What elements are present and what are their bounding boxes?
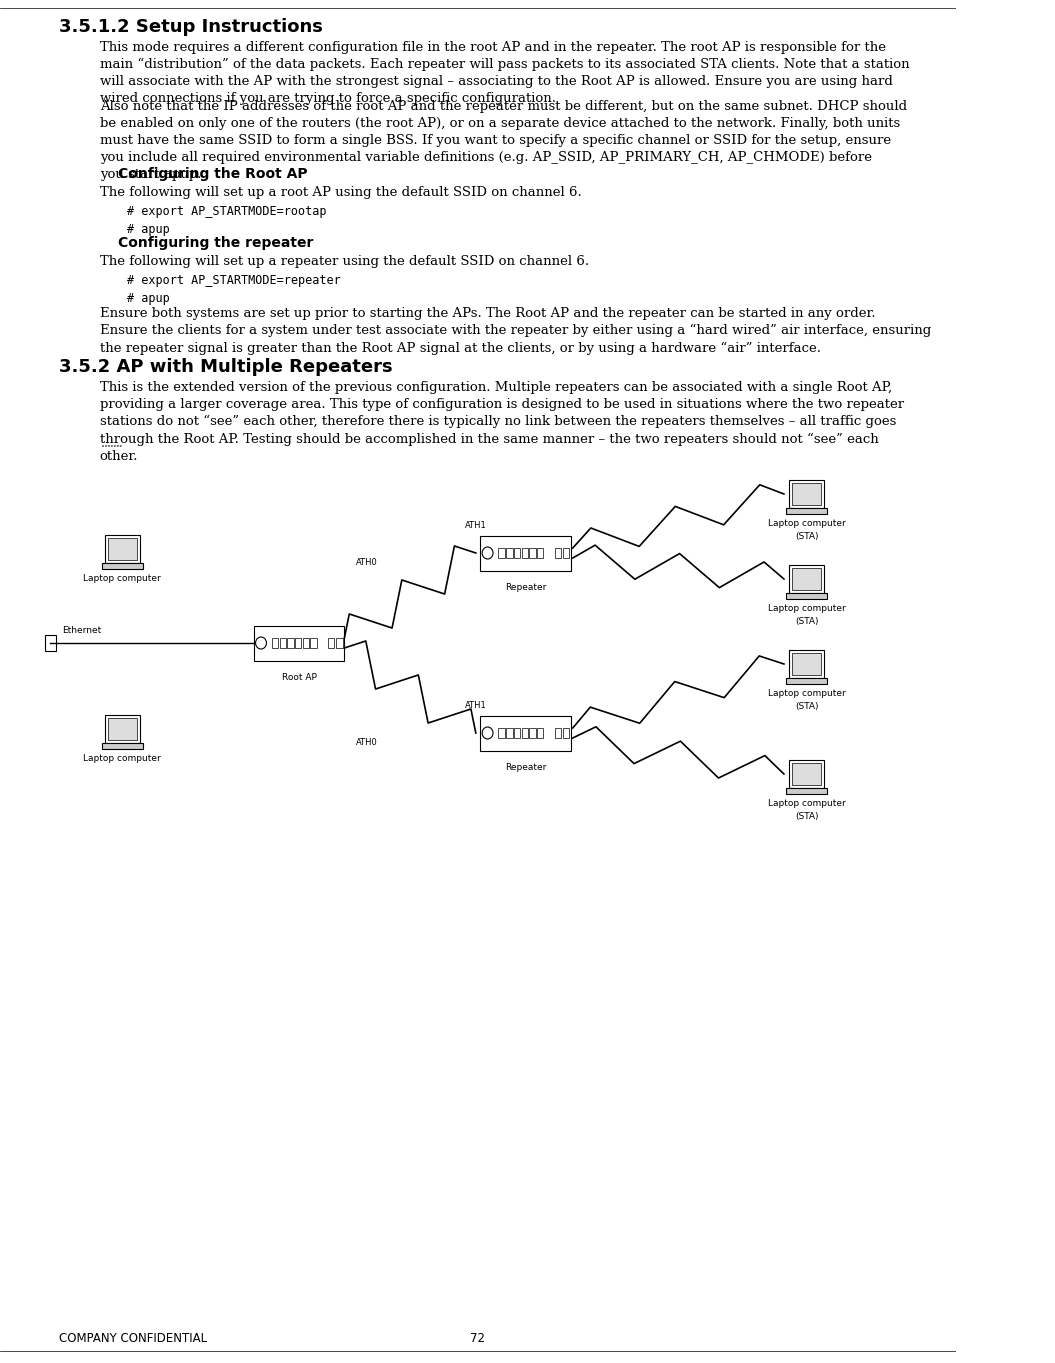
Bar <box>498 728 504 737</box>
Text: COMPANY CONFIDENTIAL: COMPANY CONFIDENTIAL <box>59 1332 207 1345</box>
Bar <box>789 480 824 508</box>
Text: # export AP_STARTMODE=repeater
# apup: # export AP_STARTMODE=repeater # apup <box>127 274 341 305</box>
Bar <box>45 635 56 652</box>
Bar <box>530 548 536 557</box>
Bar <box>337 638 343 647</box>
Bar <box>328 638 334 647</box>
Bar <box>521 728 528 737</box>
Bar <box>514 728 520 737</box>
Text: Configuring the repeater: Configuring the repeater <box>118 236 313 249</box>
Bar <box>537 548 543 557</box>
FancyBboxPatch shape <box>480 536 571 571</box>
Bar <box>786 788 827 795</box>
Text: This mode requires a different configuration file in the root AP and in the repe: This mode requires a different configura… <box>99 41 909 105</box>
Text: The following will set up a root AP using the default SSID on channel 6.: The following will set up a root AP usin… <box>99 185 581 199</box>
Bar <box>562 548 569 557</box>
Bar <box>789 566 824 593</box>
Text: Ensure both systems are set up prior to starting the APs. The Root AP and the re: Ensure both systems are set up prior to … <box>99 307 931 354</box>
Bar <box>514 548 520 557</box>
Bar <box>562 728 569 737</box>
Text: Repeater: Repeater <box>505 582 546 592</box>
Text: 3.5.2 AP with Multiple Repeaters: 3.5.2 AP with Multiple Repeaters <box>59 358 392 376</box>
Text: ATH0: ATH0 <box>357 557 378 567</box>
Text: Laptop computer: Laptop computer <box>768 690 845 698</box>
Bar <box>792 568 821 590</box>
Bar <box>108 538 137 560</box>
Bar <box>530 728 536 737</box>
Bar <box>102 743 142 750</box>
Bar <box>287 638 293 647</box>
Bar <box>789 650 824 677</box>
Bar <box>506 728 513 737</box>
Text: ATH1: ATH1 <box>465 521 486 530</box>
Text: 3.5.1.2 Setup Instructions: 3.5.1.2 Setup Instructions <box>59 18 323 35</box>
Bar <box>555 548 561 557</box>
Text: Laptop computer: Laptop computer <box>83 574 161 583</box>
FancyBboxPatch shape <box>480 716 571 751</box>
Bar <box>280 638 286 647</box>
Bar <box>521 548 528 557</box>
Bar <box>106 536 139 563</box>
Text: Repeater: Repeater <box>505 762 546 771</box>
Text: ATH1: ATH1 <box>465 701 486 710</box>
Bar <box>102 563 142 568</box>
Bar <box>786 677 827 684</box>
Bar <box>537 728 543 737</box>
Text: Laptop computer: Laptop computer <box>768 799 845 808</box>
Text: The following will set up a repeater using the default SSID on channel 6.: The following will set up a repeater usi… <box>99 255 589 269</box>
Bar <box>792 763 821 785</box>
Text: (STA): (STA) <box>794 617 819 626</box>
Text: This is the extended version of the previous configuration. Multiple repeaters c: This is the extended version of the prev… <box>99 382 904 462</box>
Text: Also note that the IP addresses of the root AP and the repeater must be differen: Also note that the IP addresses of the r… <box>99 99 907 181</box>
Bar <box>792 653 821 675</box>
Bar <box>106 716 139 743</box>
Text: (STA): (STA) <box>794 702 819 711</box>
Bar <box>555 728 561 737</box>
Text: Laptop computer: Laptop computer <box>768 604 845 613</box>
Bar <box>786 508 827 514</box>
Text: # export AP_STARTMODE=rootap
# apup: # export AP_STARTMODE=rootap # apup <box>127 204 326 236</box>
Bar <box>792 483 821 506</box>
Bar <box>108 718 137 740</box>
Text: Laptop computer: Laptop computer <box>83 754 161 763</box>
Text: (STA): (STA) <box>794 812 819 821</box>
Bar <box>506 548 513 557</box>
Bar <box>295 638 302 647</box>
Bar <box>498 548 504 557</box>
Bar <box>789 761 824 788</box>
Bar <box>272 638 279 647</box>
Text: ATH0: ATH0 <box>357 737 378 747</box>
Text: (STA): (STA) <box>794 532 819 541</box>
Bar <box>786 593 827 598</box>
Bar <box>303 638 309 647</box>
Text: 72: 72 <box>471 1332 485 1345</box>
Text: Root AP: Root AP <box>282 672 316 682</box>
FancyBboxPatch shape <box>254 626 344 661</box>
Bar <box>310 638 316 647</box>
Text: Ethernet: Ethernet <box>62 626 101 635</box>
Text: Configuring the Root AP: Configuring the Root AP <box>118 168 307 181</box>
Text: Laptop computer: Laptop computer <box>768 519 845 527</box>
